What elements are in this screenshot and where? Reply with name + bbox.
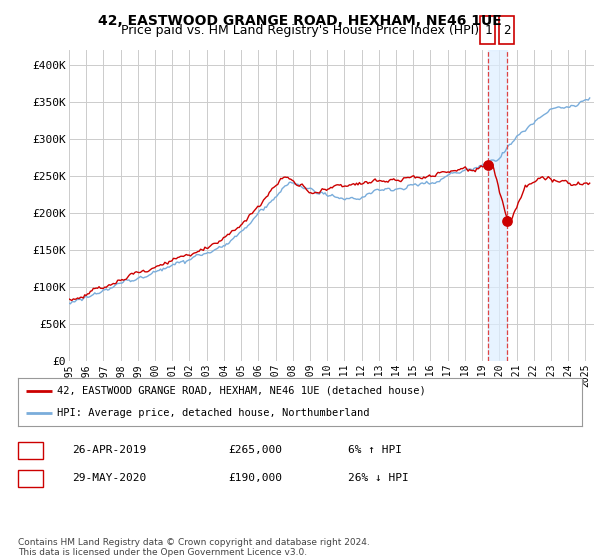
Text: 1: 1: [27, 444, 34, 457]
Text: 42, EASTWOOD GRANGE ROAD, HEXHAM, NE46 1UE (detached house): 42, EASTWOOD GRANGE ROAD, HEXHAM, NE46 1…: [58, 386, 426, 396]
Text: 6% ↑ HPI: 6% ↑ HPI: [348, 445, 402, 455]
Text: 26-APR-2019: 26-APR-2019: [72, 445, 146, 455]
Point: [483, 161, 493, 170]
Point: [502, 216, 511, 225]
Text: Price paid vs. HM Land Registry's House Price Index (HPI): Price paid vs. HM Land Registry's House …: [121, 24, 479, 36]
Text: 1: 1: [484, 24, 491, 37]
Text: 42, EASTWOOD GRANGE ROAD, HEXHAM, NE46 1UE: 42, EASTWOOD GRANGE ROAD, HEXHAM, NE46 1…: [98, 14, 502, 28]
FancyBboxPatch shape: [481, 16, 495, 44]
Text: £190,000: £190,000: [228, 473, 282, 483]
Text: 29-MAY-2020: 29-MAY-2020: [72, 473, 146, 483]
Text: £265,000: £265,000: [228, 445, 282, 455]
Text: HPI: Average price, detached house, Northumberland: HPI: Average price, detached house, Nort…: [58, 408, 370, 418]
FancyBboxPatch shape: [499, 16, 514, 44]
Text: 26% ↓ HPI: 26% ↓ HPI: [348, 473, 409, 483]
Bar: [488, 50, 506, 361]
Text: 2: 2: [503, 24, 511, 37]
Text: Contains HM Land Registry data © Crown copyright and database right 2024.
This d: Contains HM Land Registry data © Crown c…: [18, 538, 370, 557]
Text: 2: 2: [27, 472, 34, 485]
